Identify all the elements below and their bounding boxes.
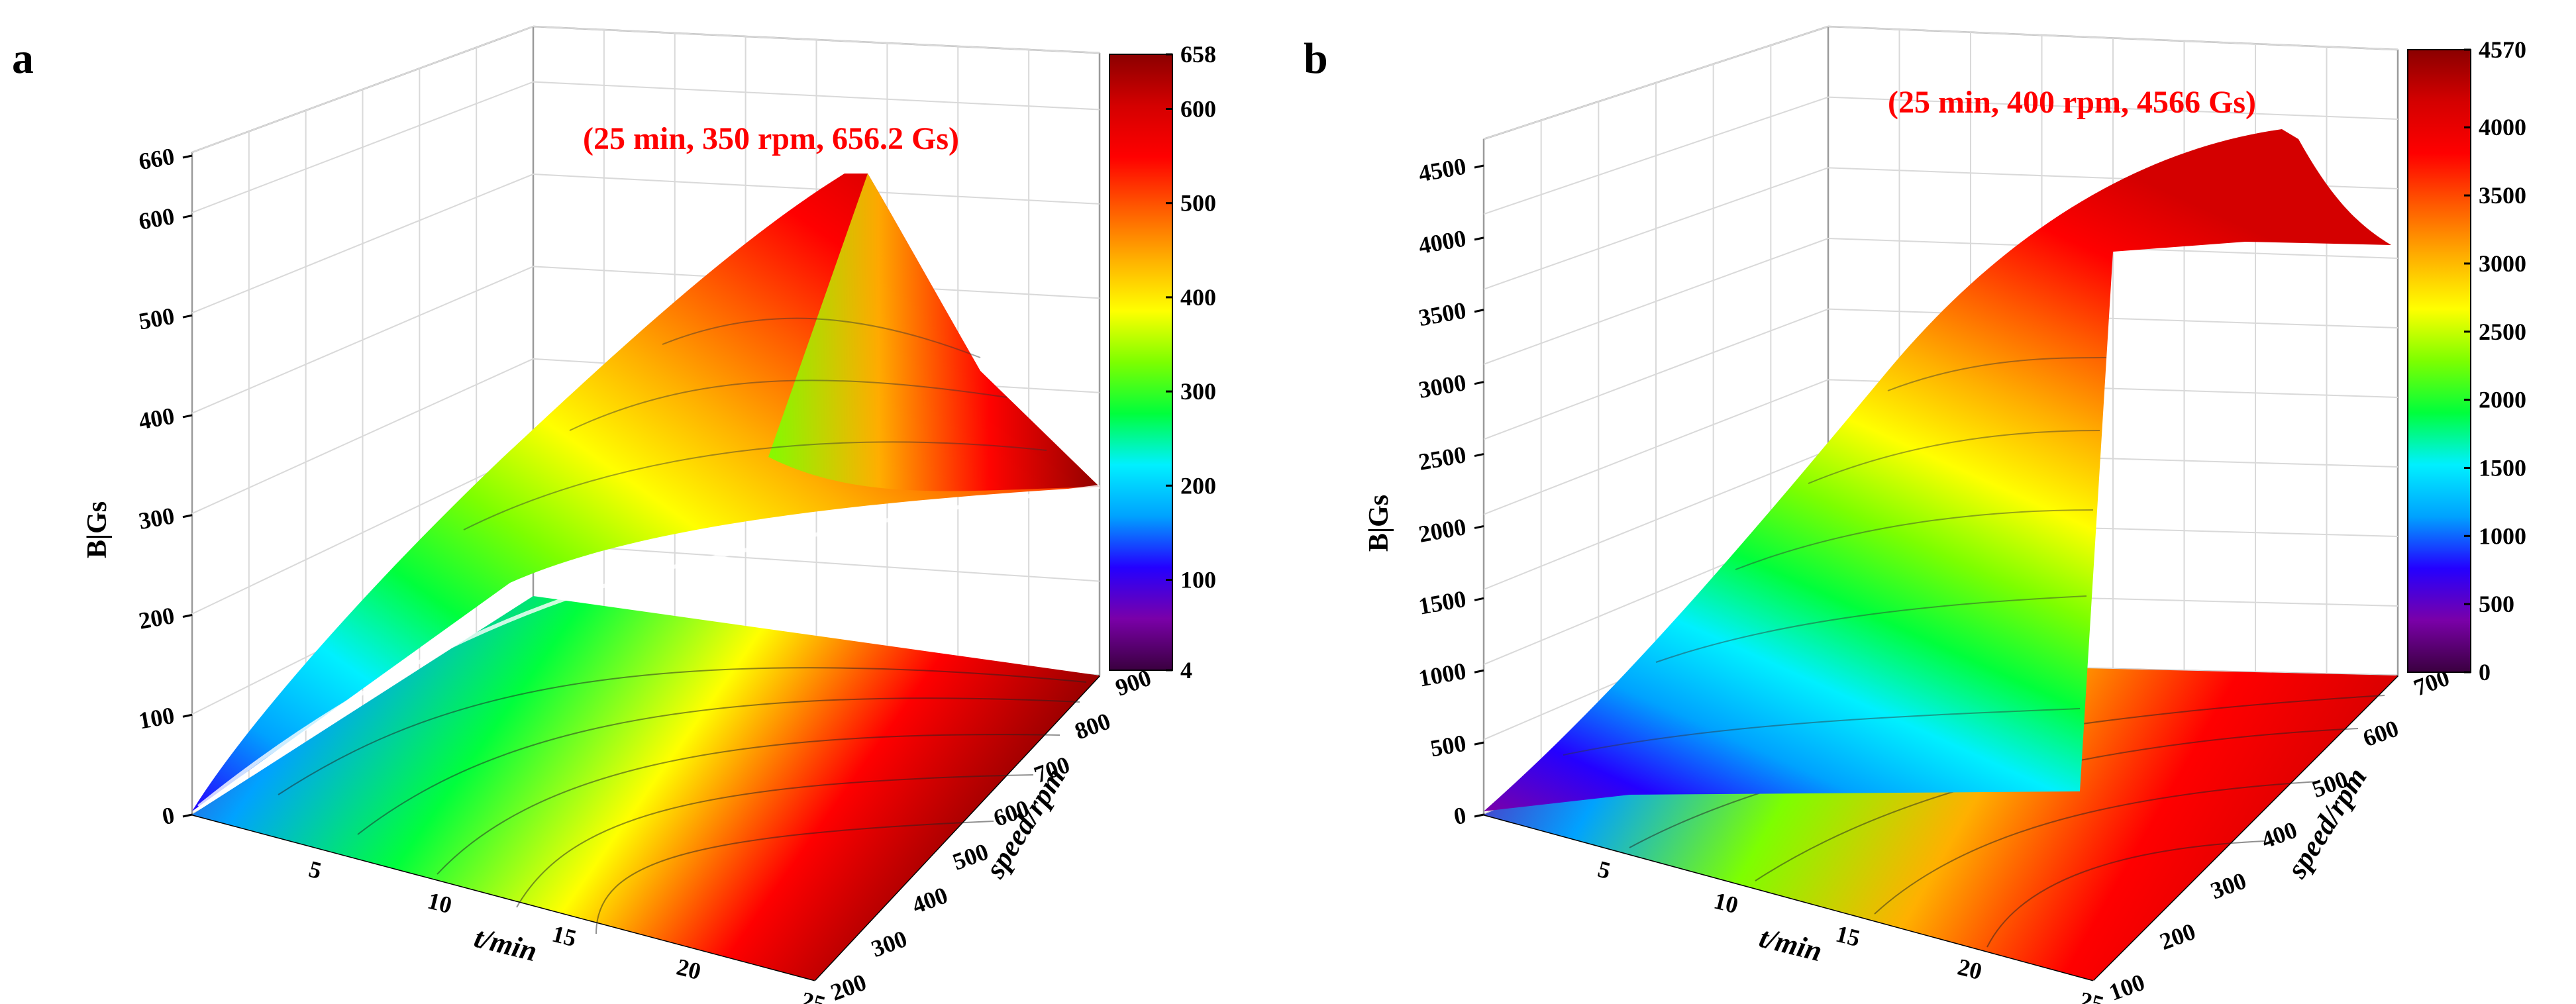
y-tick-label: 300 — [2207, 867, 2249, 904]
y-tick-label: 300 — [868, 925, 910, 962]
x-tick-label: 10 — [425, 887, 455, 919]
panel-b-letter: b — [1304, 34, 1328, 83]
y-tick-label: 200 — [827, 969, 870, 1004]
colorbar-tick-label: 4570 — [2479, 36, 2526, 63]
z-tick-label: 2500 — [1417, 441, 1468, 476]
x-tick-label: 15 — [550, 921, 580, 952]
panel-a-letter: a — [12, 34, 34, 83]
z-tick-label: 2000 — [1417, 513, 1468, 548]
panel-a-colorbar-ticks: 4 100 200 300 400 500 600 658 — [1166, 41, 1216, 683]
colorbar-tick-label: 4 — [1180, 657, 1192, 683]
colorbar-tick-label: 1000 — [2479, 523, 2526, 549]
colorbar-tick-label: 100 — [1180, 566, 1216, 593]
x-tick-label: 5 — [306, 856, 324, 884]
z-tick-label: 4500 — [1417, 152, 1468, 187]
x-tick-label: 25 — [799, 987, 829, 1004]
colorbar-tick-label: 0 — [2479, 659, 2491, 685]
z-tick-label: 400 — [136, 402, 176, 434]
panel-a-floor-contour — [192, 596, 1100, 980]
z-tick-label: 0 — [1452, 801, 1468, 830]
z-tick-label: 500 — [136, 303, 176, 335]
colorbar-tick-label: 200 — [1180, 472, 1216, 499]
x-tick-label: 20 — [674, 954, 704, 985]
z-tick-label: 200 — [136, 602, 176, 634]
panel-b-annotation: (25 min, 400 rpm, 4566 Gs) — [1888, 85, 2256, 120]
colorbar-tick-label: 400 — [1180, 284, 1216, 311]
panel-b-z-title: B|Gs — [1364, 495, 1394, 552]
z-tick-label: 4000 — [1417, 225, 1468, 259]
z-tick-label: 1500 — [1417, 585, 1468, 620]
panel-a-annotation: (25 min, 350 rpm, 656.2 Gs) — [583, 121, 959, 156]
y-tick-label: 400 — [909, 881, 951, 919]
panel-b-colorbar — [2407, 49, 2471, 673]
colorbar-tick-label: 1500 — [2479, 454, 2526, 481]
z-tick-label: 1000 — [1417, 658, 1468, 692]
panel-a-surface — [192, 174, 1100, 811]
colorbar-tick-label: 500 — [2479, 591, 2514, 617]
panel-b-colorbar-ticks: 0 500 1000 1500 2000 2500 3000 3500 4000 4570 — [2464, 36, 2526, 685]
colorbar-tick-label: 600 — [1180, 95, 1216, 122]
z-tick-label: 600 — [136, 203, 176, 235]
x-tick-label: 15 — [1833, 921, 1863, 952]
z-tick-label: 3000 — [1417, 369, 1468, 403]
x-tick-label: 10 — [1712, 887, 1741, 919]
y-tick-label: 100 — [2106, 969, 2148, 1004]
x-tick-label: 5 — [1595, 856, 1613, 884]
z-tick-label: 100 — [136, 702, 176, 734]
colorbar-tick-label: 300 — [1180, 378, 1216, 405]
colorbar-tick-label: 3500 — [2479, 182, 2526, 209]
y-tick-label: 600 — [2359, 715, 2402, 752]
panel-a: a — [12, 25, 1216, 1004]
x-tick-label: 20 — [1955, 954, 1985, 985]
panel-b-x-title: t/min — [1756, 921, 1825, 968]
y-tick-label: 800 — [1071, 707, 1113, 744]
colorbar-tick-label: 500 — [1180, 190, 1216, 217]
colorbar-tick-label: 4000 — [2479, 114, 2526, 140]
panel-b: b — [1304, 25, 2526, 1004]
z-tick-label: 660 — [136, 142, 176, 175]
z-tick-label: 500 — [1428, 730, 1468, 762]
panel-a-x-title: t/min — [471, 921, 540, 968]
z-tick-label: 3500 — [1417, 297, 1468, 331]
panel-a-colorbar — [1109, 54, 1173, 671]
colorbar-tick-label: 658 — [1180, 41, 1216, 68]
panel-a-z-title: B|Gs — [82, 501, 113, 558]
panel-b-surface — [1484, 129, 2391, 811]
colorbar-tick-label: 2000 — [2479, 387, 2526, 413]
colorbar-tick-label: 2500 — [2479, 319, 2526, 345]
z-tick-label: 300 — [136, 502, 176, 534]
z-tick-label: 0 — [160, 801, 177, 830]
colorbar-tick-label: 3000 — [2479, 250, 2526, 277]
x-tick-label: 25 — [2077, 987, 2107, 1004]
y-tick-label: 200 — [2156, 918, 2198, 955]
panel-a-z-ticks: 0 100 200 300 400 500 600 660 — [136, 142, 193, 830]
panel-b-z-ticks: 0 500 1000 1500 2000 2500 3000 3500 4000 4500 — [1417, 152, 1484, 830]
